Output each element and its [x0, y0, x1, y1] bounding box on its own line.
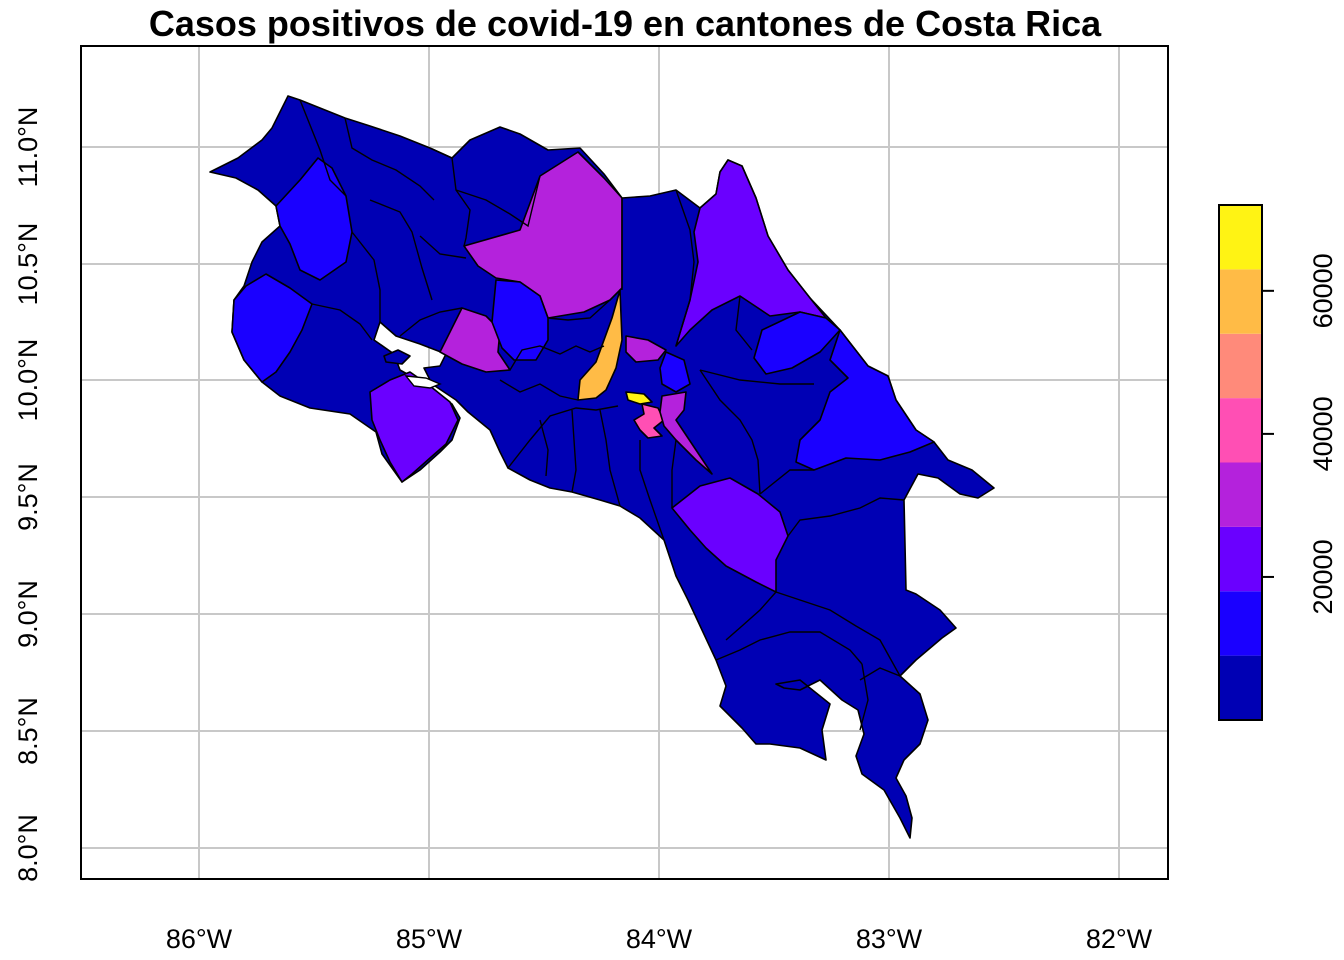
legend-bin-1 — [1219, 591, 1262, 656]
legend-tick-label: 40000 — [1308, 396, 1338, 471]
legend-bin-5 — [1219, 333, 1262, 399]
legend-tick-label: 20000 — [1308, 539, 1338, 614]
x-tick-label: 85°W — [396, 924, 463, 954]
y-tick-label: 10.5°N — [13, 223, 43, 306]
y-tick-label: 9.0°N — [13, 580, 43, 648]
canton-guacimo — [753, 311, 841, 375]
canton-liberia — [275, 157, 353, 281]
canton-island-chira — [383, 349, 411, 365]
legend-bin-3 — [1219, 462, 1262, 527]
canton-cartago — [659, 391, 713, 475]
x-axis: 86°W 85°W 84°W 83°W 82°W — [166, 924, 1153, 954]
x-tick-label: 82°W — [1086, 924, 1153, 954]
legend-bin-0 — [1219, 655, 1262, 720]
canton-boundaries — [299, 99, 905, 731]
legend-bin-7 — [1219, 205, 1262, 270]
x-tick-label: 84°W — [626, 924, 693, 954]
legend-tick-label: 60000 — [1308, 253, 1338, 328]
chart-title: Casos positivos de covid-19 en cantones … — [149, 3, 1102, 44]
canton-nicoya-tip — [369, 371, 459, 483]
y-tick-label: 9.5°N — [13, 463, 43, 531]
canton-heredia-east — [659, 351, 691, 393]
legend-frame — [1218, 204, 1263, 721]
plot-frame — [80, 45, 1169, 880]
y-tick-label: 10.0°N — [13, 339, 43, 422]
y-tick-label: 11.0°N — [13, 107, 43, 188]
color-legend: 20000 40000 60000 — [1218, 204, 1338, 721]
canton-santa-cruz — [231, 273, 313, 383]
country-map — [209, 95, 995, 839]
canton-sarapiqui-west — [491, 279, 549, 361]
canton-san-jose — [625, 391, 653, 405]
legend-bin-6 — [1219, 269, 1262, 334]
y-axis: 8.0°N 8.5°N 9.0°N 9.5°N 10.0°N 10.5°N 11… — [13, 107, 43, 882]
gulf-island-white-1 — [404, 375, 442, 389]
canton-limon — [795, 329, 935, 471]
legend-bin-2 — [1219, 526, 1262, 592]
y-tick-label: 8.0°N — [13, 814, 43, 882]
canton-goicoechea — [625, 335, 667, 363]
y-tick-label: 8.5°N — [13, 697, 43, 765]
x-tick-label: 86°W — [166, 924, 233, 954]
canton-perez-zeledon — [671, 477, 789, 593]
legend-bin-4 — [1219, 398, 1262, 463]
x-tick-label: 83°W — [856, 924, 923, 954]
